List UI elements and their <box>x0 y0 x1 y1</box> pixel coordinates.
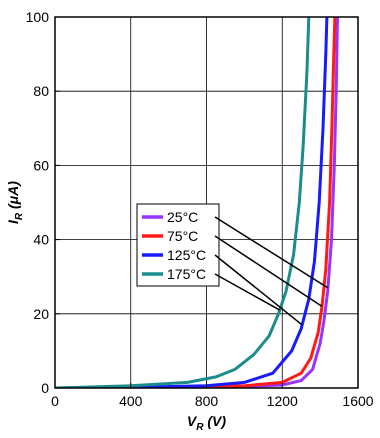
legend-label: 75°C <box>167 228 198 244</box>
legend-label: 25°C <box>167 209 198 225</box>
x-axis-title: VR (V) <box>187 413 226 433</box>
y-tick-label: 0 <box>41 380 49 396</box>
y-axis-title: IR (μA) <box>5 181 25 224</box>
y-tick-label: 60 <box>33 157 49 173</box>
x-tick-label: 800 <box>195 393 219 409</box>
series-line-3 <box>55 17 311 388</box>
x-tick-label: 1600 <box>342 393 373 409</box>
y-tick-label: 80 <box>33 83 49 99</box>
legend-leader-line <box>214 235 323 308</box>
y-tick-label: 20 <box>33 306 49 322</box>
legend-leader-line <box>214 216 329 289</box>
series-lines <box>55 17 339 388</box>
legend: 25°C 75°C 125°C 175°C <box>136 203 220 287</box>
ticks: 0 400 800 1200 1600 0 20 40 60 80 100 <box>26 9 374 409</box>
y-tick-label: 100 <box>26 9 50 25</box>
legend-leader-line <box>214 254 303 326</box>
legend-label: 125°C <box>167 247 206 263</box>
legend-leader-line <box>214 273 281 311</box>
x-tick-label: 1200 <box>267 393 298 409</box>
x-tick-label: 400 <box>119 393 143 409</box>
series-line-2 <box>55 17 329 388</box>
legend-label: 175°C <box>167 266 206 282</box>
legend-leader-lines <box>214 216 329 326</box>
grid <box>55 17 358 388</box>
y-tick-label: 40 <box>33 232 49 248</box>
series-line-1 <box>55 17 337 388</box>
x-tick-label: 0 <box>51 393 59 409</box>
series-line-0 <box>55 17 339 388</box>
